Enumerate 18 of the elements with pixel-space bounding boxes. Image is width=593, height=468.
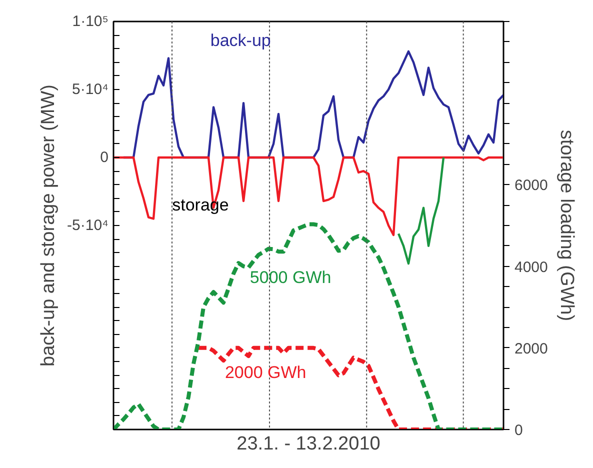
y2-axis-title: storage loading (GWh)	[556, 130, 577, 322]
y2-tick-label: 6000	[514, 177, 548, 194]
line-series	[114, 156, 504, 236]
y-axis-title: back-up and storage power (MW)	[38, 84, 60, 366]
y-tick-label: -5·10⁴	[67, 217, 109, 234]
annotation: storage	[172, 196, 229, 215]
y2-tick-label: 2000	[514, 340, 548, 358]
text: back-up	[210, 31, 271, 50]
y2-tick-label: 4000	[514, 258, 548, 276]
series-label: 2000 GWh	[224, 362, 306, 382]
series-label: 5000 GWh	[250, 268, 332, 287]
y-tick-label: 0	[100, 149, 108, 166]
line-series	[397, 156, 445, 265]
y2-tick-label: 0	[514, 422, 523, 439]
y-tick-label: 1·10⁵	[72, 13, 109, 30]
x-axis-title: 23.1. - 13.2.2010	[236, 434, 380, 454]
line-series	[196, 346, 504, 430]
y-tick-label: 5·10⁴	[72, 81, 108, 98]
